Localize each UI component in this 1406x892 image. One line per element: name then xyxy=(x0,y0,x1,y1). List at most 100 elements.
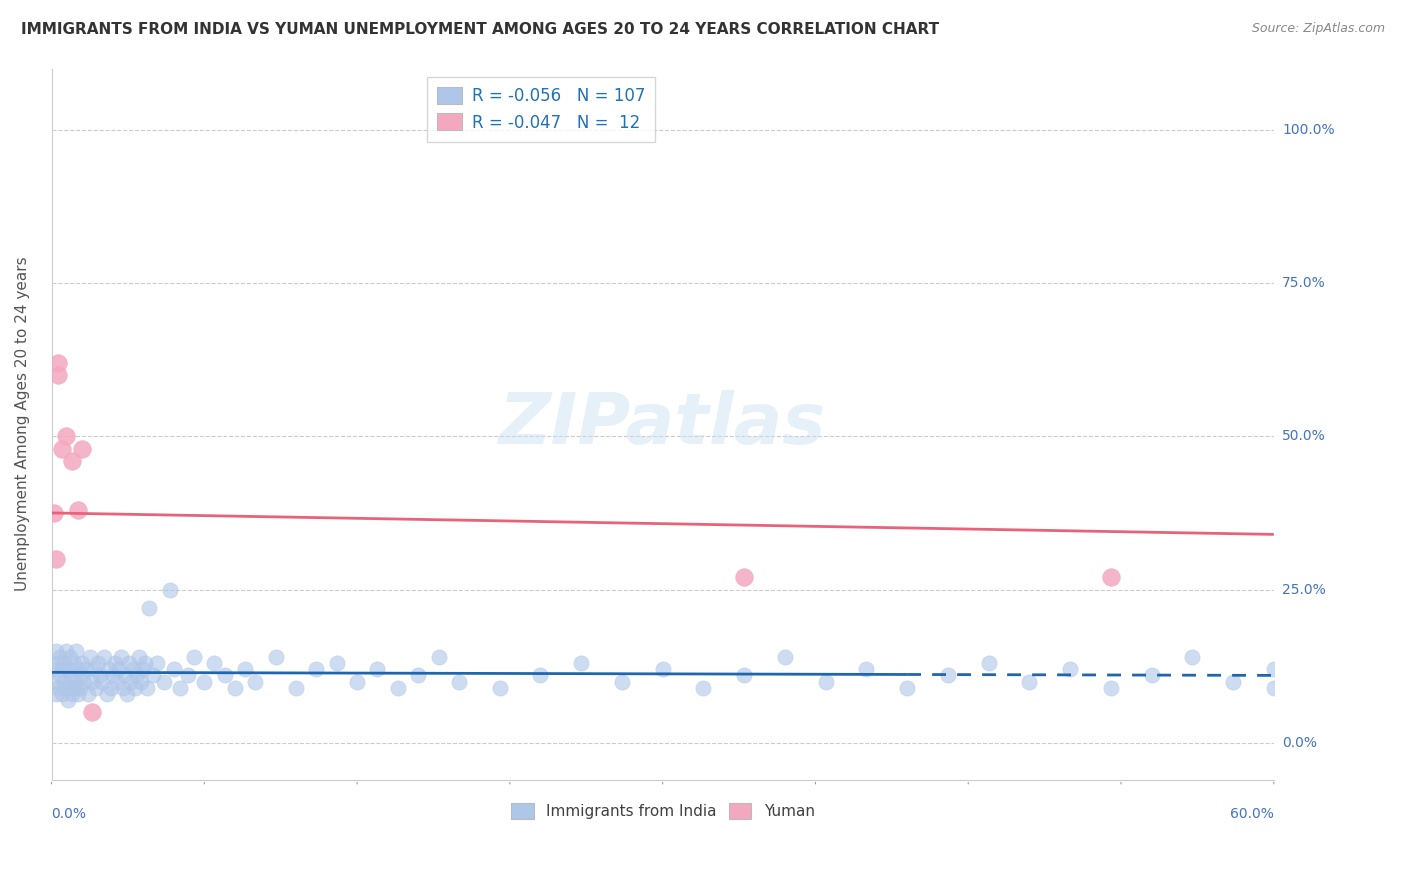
Point xyxy=(70,668,93,682)
Point xyxy=(63,656,86,670)
Point xyxy=(773,650,796,665)
Point xyxy=(692,681,714,695)
Y-axis label: Unemployment Among Ages 20 to 24 years: Unemployment Among Ages 20 to 24 years xyxy=(15,257,30,591)
Point xyxy=(183,650,205,665)
Point xyxy=(65,644,87,658)
Point xyxy=(87,656,110,670)
Point xyxy=(60,687,83,701)
Point xyxy=(138,601,160,615)
Point xyxy=(1263,662,1285,676)
Point xyxy=(814,674,837,689)
Text: Source: ZipAtlas.com: Source: ZipAtlas.com xyxy=(1251,22,1385,36)
Text: 0.0%: 0.0% xyxy=(1282,736,1317,750)
Point xyxy=(114,668,136,682)
Text: 60.0%: 60.0% xyxy=(1230,807,1274,822)
Point xyxy=(42,506,65,520)
Point xyxy=(163,662,186,676)
Point xyxy=(77,687,100,701)
Legend: Immigrants from India, Yuman: Immigrants from India, Yuman xyxy=(505,797,821,825)
Point xyxy=(86,681,108,695)
Point xyxy=(285,681,308,695)
Point xyxy=(387,681,409,695)
Point xyxy=(447,674,470,689)
Point xyxy=(129,674,152,689)
Point xyxy=(366,662,388,676)
Point xyxy=(55,681,77,695)
Text: 25.0%: 25.0% xyxy=(1282,582,1326,597)
Point xyxy=(346,674,368,689)
Text: 50.0%: 50.0% xyxy=(1282,429,1326,443)
Point xyxy=(1222,674,1244,689)
Point xyxy=(59,650,82,665)
Point xyxy=(69,681,91,695)
Point xyxy=(52,656,75,670)
Text: 100.0%: 100.0% xyxy=(1282,123,1334,136)
Point xyxy=(41,662,63,676)
Point xyxy=(48,668,70,682)
Point xyxy=(128,650,150,665)
Point xyxy=(1099,681,1122,695)
Point xyxy=(42,674,65,689)
Point xyxy=(124,681,146,695)
Point xyxy=(651,662,673,676)
Point xyxy=(1263,681,1285,695)
Point xyxy=(89,668,111,682)
Point xyxy=(1018,674,1040,689)
Point xyxy=(132,662,155,676)
Point xyxy=(46,368,69,382)
Point xyxy=(83,662,105,676)
Point xyxy=(224,681,246,695)
Point xyxy=(55,429,77,443)
Point xyxy=(134,656,156,670)
Point xyxy=(142,668,165,682)
Point xyxy=(56,693,79,707)
Point xyxy=(977,656,1000,670)
Point xyxy=(204,656,226,670)
Point xyxy=(427,650,450,665)
Point xyxy=(146,656,169,670)
Point xyxy=(245,674,267,689)
Point xyxy=(1140,668,1163,682)
Point xyxy=(107,662,129,676)
Point xyxy=(152,674,174,689)
Point xyxy=(60,668,83,682)
Point xyxy=(51,442,73,456)
Point xyxy=(51,662,73,676)
Point xyxy=(82,674,104,689)
Text: 75.0%: 75.0% xyxy=(1282,276,1326,290)
Point xyxy=(120,674,142,689)
Point xyxy=(118,656,141,670)
Point xyxy=(97,662,120,676)
Point xyxy=(610,674,633,689)
Point xyxy=(48,650,70,665)
Point xyxy=(569,656,592,670)
Point xyxy=(45,552,67,566)
Point xyxy=(93,650,115,665)
Point xyxy=(936,668,959,682)
Point xyxy=(66,687,89,701)
Point xyxy=(127,668,149,682)
Point xyxy=(529,668,551,682)
Point xyxy=(70,442,93,456)
Point xyxy=(66,662,89,676)
Point xyxy=(488,681,510,695)
Point xyxy=(1099,570,1122,584)
Point xyxy=(105,674,128,689)
Point xyxy=(96,687,118,701)
Point xyxy=(855,662,877,676)
Point xyxy=(73,674,96,689)
Point xyxy=(110,650,132,665)
Point xyxy=(52,674,75,689)
Point xyxy=(45,644,67,658)
Point xyxy=(214,668,236,682)
Point xyxy=(122,662,145,676)
Point xyxy=(82,705,104,719)
Text: IMMIGRANTS FROM INDIA VS YUMAN UNEMPLOYMENT AMONG AGES 20 TO 24 YEARS CORRELATIO: IMMIGRANTS FROM INDIA VS YUMAN UNEMPLOYM… xyxy=(21,22,939,37)
Text: ZIPatlas: ZIPatlas xyxy=(499,390,827,458)
Point xyxy=(111,681,134,695)
Point xyxy=(305,662,328,676)
Point xyxy=(79,650,101,665)
Point xyxy=(115,687,138,701)
Point xyxy=(56,662,79,676)
Point xyxy=(46,356,69,370)
